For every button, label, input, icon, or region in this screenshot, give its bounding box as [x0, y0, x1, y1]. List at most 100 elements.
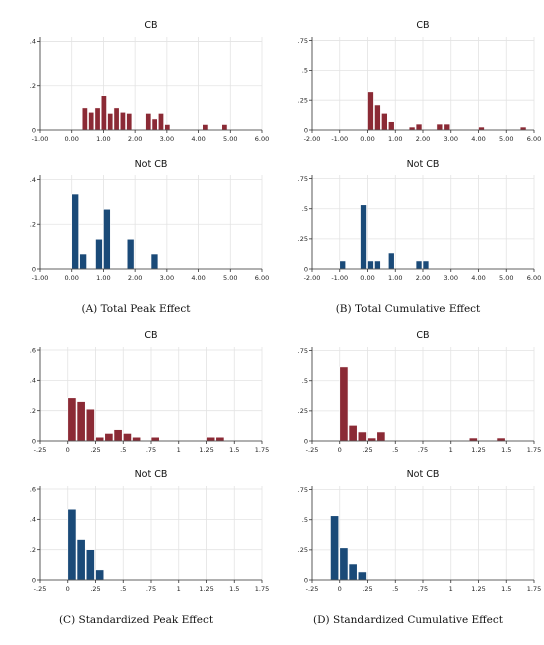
- x-tick-label: 1.5: [229, 585, 239, 593]
- x-tick-label: .75: [418, 446, 428, 454]
- y-tick-label: .4: [30, 176, 36, 184]
- x-tick-label: .5: [392, 585, 398, 593]
- histogram-bar: [367, 91, 374, 131]
- caption-c: (C) Standardized Peak Effect: [58, 614, 214, 626]
- histogram-bar: [88, 111, 95, 131]
- x-tick-label: 1.5: [501, 585, 511, 593]
- x-tick-label: 3.00: [444, 274, 458, 282]
- y-tick-label: 0: [304, 265, 308, 273]
- y-tick-label: .75: [298, 347, 308, 355]
- x-tick-label: 6.00: [255, 135, 269, 143]
- histogram-a-not-cb: -1.00 0.00 1.00 2.00 3.00 4.00 5.00 6.00 0 .2 .4 No…: [30, 159, 269, 282]
- x-tick-label: -.25: [306, 585, 319, 593]
- x-tick-label: 1.00: [388, 274, 402, 282]
- histogram-bar: [357, 571, 367, 581]
- histogram-bar: [151, 118, 158, 131]
- subplot-title: CB: [416, 330, 429, 341]
- x-tick-label: 0: [338, 446, 342, 454]
- x-tick-label: 5.00: [499, 274, 513, 282]
- x-tick-label: 0.00: [360, 274, 374, 282]
- y-tick-label: 0: [304, 576, 308, 584]
- histogram-bar: [348, 563, 358, 581]
- x-tick-label: 0: [338, 585, 342, 593]
- x-tick-label: .5: [120, 446, 126, 454]
- histogram-bar: [157, 113, 164, 131]
- x-tick-label: .5: [392, 446, 398, 454]
- histogram-bar: [374, 260, 381, 270]
- x-tick-label: 5.00: [223, 274, 237, 282]
- x-tick-label: 0.00: [360, 135, 374, 143]
- histogram-bar: [150, 436, 160, 442]
- y-tick-label: 0: [32, 265, 36, 273]
- x-tick-label: 6.00: [527, 274, 541, 282]
- histogram-bar: [381, 113, 388, 131]
- histogram-bar: [357, 431, 367, 442]
- y-tick-label: .2: [30, 82, 36, 90]
- histogram-bar: [95, 436, 105, 442]
- x-tick-label: 4.00: [471, 135, 485, 143]
- caption-b: (B) Total Cumulative Effect: [335, 303, 481, 315]
- x-tick-label: 1.5: [229, 446, 239, 454]
- y-tick-label: .5: [302, 67, 308, 75]
- x-tick-label: 1.5: [501, 446, 511, 454]
- x-tick-label: -.25: [34, 446, 47, 454]
- y-tick-label: .5: [302, 377, 308, 385]
- histogram-bar: [67, 508, 77, 581]
- histogram-bar: [71, 193, 79, 270]
- y-tick-label: .25: [298, 546, 308, 554]
- x-tick-label: -.25: [306, 446, 319, 454]
- subplot-title: Not CB: [135, 159, 168, 170]
- histogram-bar: [76, 539, 86, 581]
- caption-d: (D) Standardized Cumulative Effect: [313, 614, 503, 626]
- x-tick-label: -1.00: [32, 135, 49, 143]
- y-tick-label: .6: [30, 346, 36, 354]
- x-tick-label: 1.75: [527, 585, 541, 593]
- x-tick-label: 1.75: [255, 446, 269, 454]
- x-tick-label: 2.00: [128, 135, 142, 143]
- histogram-bar: [126, 113, 133, 131]
- y-tick-label: .2: [30, 221, 36, 229]
- x-tick-label: .5: [120, 585, 126, 593]
- histogram-bar: [113, 107, 120, 131]
- histogram-b-cb: -2.00 -1.00 0.00 1.00 2.00 3.00 4.00 5.00 6.00 0.…: [298, 20, 542, 143]
- x-tick-label: 0: [66, 585, 70, 593]
- histogram-bar: [496, 437, 506, 442]
- histogram-bar: [202, 124, 209, 131]
- y-tick-label: .4: [30, 377, 36, 385]
- histogram-bar: [519, 126, 527, 131]
- y-tick-label: .4: [30, 38, 36, 46]
- x-tick-label: .25: [90, 446, 100, 454]
- x-tick-label: 1.25: [199, 585, 213, 593]
- histogram-bar: [145, 113, 152, 131]
- x-tick-label: .75: [418, 585, 428, 593]
- histogram-bar: [95, 238, 103, 270]
- histogram-bar: [79, 253, 87, 270]
- histogram-bar: [360, 204, 367, 270]
- x-tick-label: 3.00: [444, 135, 458, 143]
- histogram-b-not-cb: -2.00 -1.00 0.00 1.00 2.00 3.00 4.00 5.00 6.00 0.…: [298, 159, 542, 282]
- histogram-bar: [215, 436, 225, 442]
- x-tick-label: 1.00: [96, 274, 110, 282]
- histogram-bar: [339, 260, 346, 270]
- histogram-bar: [85, 408, 95, 442]
- y-tick-label: 0: [32, 437, 36, 445]
- y-tick-label: .75: [298, 486, 308, 494]
- x-tick-label: 4.00: [191, 135, 205, 143]
- y-tick-label: .5: [302, 205, 308, 213]
- x-tick-label: 4.00: [191, 274, 205, 282]
- x-tick-label: 2.00: [128, 274, 142, 282]
- histogram-c-cb: -.25 0.25.5.75 1 1.25 1.5 1.750.2.4.6CB: [30, 330, 269, 454]
- y-tick-label: .25: [298, 407, 308, 415]
- x-tick-label: 1: [449, 585, 453, 593]
- histogram-bar: [374, 104, 381, 131]
- x-tick-label: .75: [146, 585, 156, 593]
- histogram-bar: [113, 429, 123, 442]
- histogram-bar: [119, 111, 126, 131]
- x-tick-label: -1.00: [331, 274, 348, 282]
- histogram-bar: [126, 238, 135, 270]
- y-tick-label: .75: [298, 175, 308, 183]
- y-tick-label: .2: [30, 407, 36, 415]
- x-tick-label: 2.00: [416, 135, 430, 143]
